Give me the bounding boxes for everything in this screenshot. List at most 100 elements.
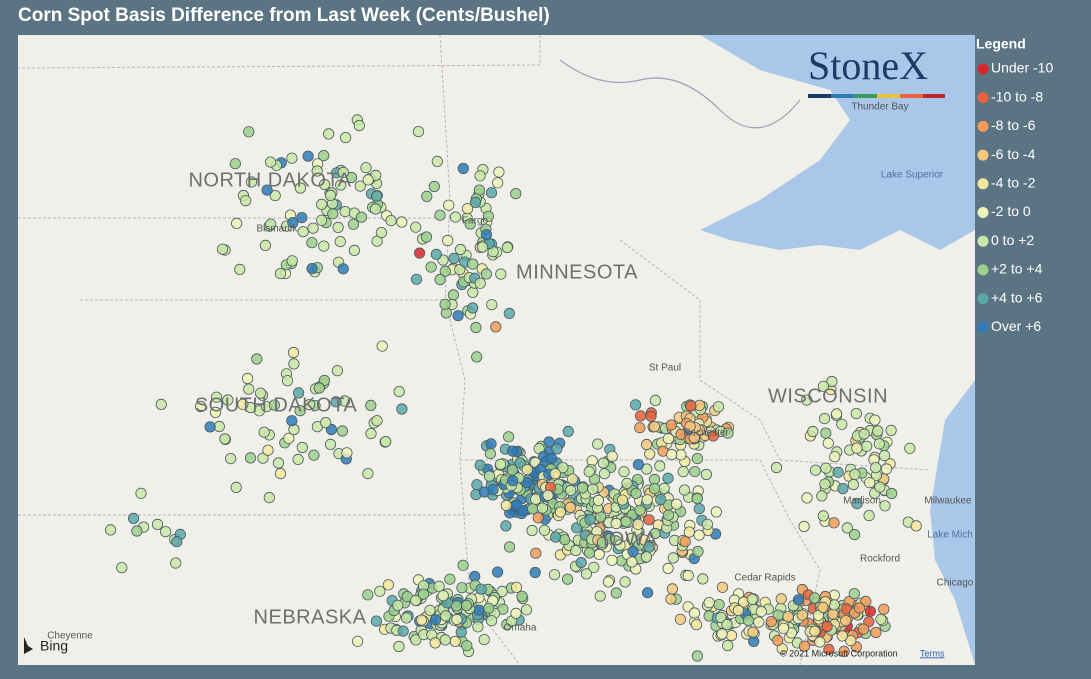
map-dot [885,487,898,500]
map-dot [480,268,492,280]
map-dot [495,268,507,280]
map-dot [798,520,810,533]
map-dot [716,628,728,640]
legend-label: -6 to -4 [991,146,1036,162]
map-dot [472,621,484,633]
map-dot [330,396,342,408]
map-dot [641,494,653,506]
map-dot [335,179,347,191]
map-dot [649,527,661,540]
state-label: IOWA [603,528,658,550]
map-dot [549,468,561,480]
map-dot [268,399,280,411]
map-dot [303,399,315,411]
logo-stripe [808,94,831,98]
map-dot [487,484,499,496]
map-dot [286,415,298,427]
legend-swatch [977,293,989,305]
map-dot [692,545,704,558]
map-dot [532,512,544,524]
map-dot [816,490,828,502]
legend-label: -8 to -6 [991,117,1036,133]
terms-link[interactable]: Terms [920,648,945,658]
map-dot [809,625,821,637]
map-dot [592,494,605,506]
map-dot [494,458,507,470]
map-dot [264,156,277,168]
legend-swatch [977,264,989,276]
map-dot [570,544,582,557]
map-dot [456,582,468,594]
map-dot [748,635,760,648]
map-dot [485,615,498,627]
map-dot [516,590,528,602]
map-dot [272,457,285,469]
map-dot [318,240,330,252]
map-dot [496,585,508,598]
place-label: Lake Mich [927,530,973,541]
map-dot [691,452,704,465]
map-dot [875,613,887,625]
map-dot [874,481,886,493]
map-dot [412,126,425,138]
map-dot [452,310,464,322]
map-dot [234,263,246,275]
map-dot [503,541,516,553]
map-dot [538,524,551,536]
map-dot [529,566,541,579]
map-dot [514,457,526,469]
map-dot [483,602,495,614]
map-dot [817,380,830,392]
map-dot [503,307,515,319]
map-dot [543,436,555,448]
map-dot [520,604,533,616]
map-dot [281,375,294,387]
map-dot [823,643,835,656]
map-dot [482,210,494,222]
map-dot [693,503,705,515]
logo-stripe [900,94,923,98]
map-dot [626,532,638,545]
map-dot [478,633,490,646]
map-dot [448,252,460,264]
map-dot [575,556,587,569]
map-dot [339,132,352,144]
map-dot [420,231,433,243]
map-dot [878,603,890,615]
map-dot [649,394,662,406]
map-dot [288,358,300,370]
map-dot [584,513,596,526]
legend-label: -4 to -2 [991,175,1036,191]
map-dot [809,464,822,476]
map-dot [421,190,433,202]
map-dot [621,477,633,489]
map-dot [365,427,377,440]
map-dot [583,547,596,559]
border [779,459,931,471]
map-dot [171,536,183,548]
map-dot [287,346,300,359]
map-dot [151,518,164,531]
map-dot [838,645,850,658]
map-dot [473,604,485,616]
legend-label: +4 to +6 [991,289,1043,305]
map-dot [648,483,661,495]
map-dot [362,467,374,480]
map-dot [634,422,646,434]
map-dot [588,561,600,573]
map-dot [485,438,497,450]
map-dot [801,492,813,504]
map-dot [904,442,916,454]
map-dot [392,599,404,611]
map-dot [629,399,642,411]
map-dot [610,587,622,599]
map-dot [428,180,440,193]
map-dot [716,581,729,593]
map-dot [170,557,182,569]
map-dot [265,218,277,230]
map-dot [693,529,705,541]
place-label: Cedar Rapids [734,573,795,584]
map-dot [819,478,831,490]
map-dot [480,229,492,241]
map-dot [348,244,360,256]
